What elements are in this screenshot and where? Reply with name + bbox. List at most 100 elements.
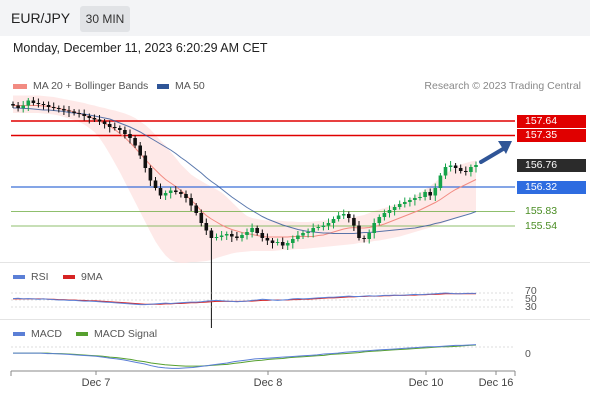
rsi-macd-divider	[0, 319, 590, 320]
legend-bollinger-label: MA 20 + Bollinger Bands	[33, 80, 149, 92]
candle-body	[474, 165, 478, 167]
candle-body	[443, 167, 448, 176]
candle-body	[367, 233, 371, 239]
candle-body	[347, 214, 351, 218]
candle-body	[408, 200, 412, 202]
candle-body	[113, 127, 117, 128]
candle-body	[199, 213, 204, 223]
candle-body	[189, 198, 193, 206]
x-tick-label: Dec 16	[478, 377, 514, 389]
symbol-label: EUR/JPY	[11, 10, 71, 26]
candle-body	[204, 223, 209, 231]
candle-body	[153, 180, 158, 188]
candle-body	[123, 130, 127, 134]
candle-body	[433, 188, 438, 196]
candle-body	[214, 237, 219, 238]
candle-body	[16, 105, 20, 108]
candle-body	[377, 217, 382, 223]
candle-body	[341, 214, 346, 216]
candle-body	[336, 215, 341, 219]
candle-body	[31, 100, 36, 103]
candle-body	[428, 192, 432, 196]
candle-body	[148, 168, 153, 181]
research-credit: Research © 2023 Trading Central	[424, 80, 581, 92]
candle-body	[382, 213, 387, 217]
x-tick-label: Dec 7	[81, 377, 111, 389]
legend-macd: MACD	[13, 328, 62, 340]
legend-ma50-label: MA 50	[175, 80, 205, 92]
candle-body	[387, 210, 392, 213]
candle-body	[57, 108, 61, 109]
candle-body	[464, 171, 468, 172]
candle-body	[357, 225, 361, 238]
forecast-arrow-head	[498, 141, 512, 154]
top-bar: EUR/JPY 30 MIN	[0, 0, 590, 36]
support-price-label: 155.54	[525, 219, 558, 232]
candle-body	[392, 207, 397, 210]
rsi-tick-label: 30	[525, 301, 537, 313]
legend-rsi-ma-label: 9MA	[81, 271, 103, 283]
candle-body	[158, 188, 163, 196]
candle-body	[270, 240, 275, 243]
support-price-label: 155.83	[525, 205, 558, 217]
candle-body	[41, 104, 46, 105]
legend-bollinger: MA 20 + Bollinger Bands	[13, 80, 148, 92]
candle-body	[138, 145, 142, 156]
candle-body	[301, 233, 305, 236]
candle-body	[250, 228, 254, 232]
candle-body	[143, 155, 148, 168]
forecast-arrow-shaft	[479, 147, 505, 164]
candle-body	[128, 134, 132, 138]
price-rsi-divider	[0, 262, 590, 263]
macd-tick-label: 0	[525, 348, 531, 360]
candle-body	[362, 238, 366, 239]
legend-macd-signal-label: MACD Signal	[94, 328, 158, 340]
candle-body	[285, 243, 290, 246]
candle-body	[240, 235, 244, 238]
rsi-line	[12, 292, 476, 306]
candle-body	[296, 235, 300, 239]
x-tick-label: Dec 10	[408, 377, 444, 389]
candle-body	[316, 227, 321, 228]
macd-swatch-icon	[13, 332, 25, 336]
macd-signal-swatch-icon	[76, 332, 88, 336]
candle-body	[184, 194, 188, 198]
candle-body	[352, 218, 356, 226]
forecast-arrow-icon	[479, 141, 512, 164]
candle-body	[280, 242, 285, 246]
candle-body	[168, 190, 173, 193]
bollinger-swatch-icon	[13, 83, 27, 89]
last_price-price-label: 156.76	[517, 158, 586, 172]
candle-body	[423, 192, 427, 197]
candle-body	[230, 234, 234, 237]
legend-rsi-ma: 9MA	[63, 271, 103, 283]
candle-body	[67, 110, 71, 112]
candle-body	[458, 168, 463, 171]
candle-body	[397, 204, 402, 207]
x-tick-label: Dec 8	[253, 377, 283, 389]
macd-line	[13, 344, 477, 369]
ma50-swatch-icon	[157, 83, 169, 89]
candle-body	[163, 193, 168, 196]
timeframe-button[interactable]: 30 MIN	[80, 6, 130, 32]
candle-body	[133, 138, 137, 146]
support-price-label: 156.32	[517, 180, 586, 194]
legend-macd-signal: MACD Signal	[76, 328, 157, 340]
rsi-swatch-icon	[13, 275, 25, 279]
candle-body	[26, 100, 31, 106]
candle-body	[77, 113, 81, 114]
candle-body	[219, 235, 224, 237]
candle-body	[209, 230, 214, 238]
resistance-price-label: 157.64	[517, 114, 586, 128]
candle-body	[372, 223, 376, 233]
candle-body	[413, 198, 417, 200]
candle-body	[46, 105, 51, 107]
candle-body	[21, 105, 25, 108]
candle-body	[469, 167, 473, 172]
candle-body	[97, 119, 102, 122]
candle-body	[245, 232, 249, 235]
candle-body	[235, 236, 239, 238]
candle-body	[260, 233, 265, 238]
rsi-tick-label: 50	[525, 293, 537, 305]
